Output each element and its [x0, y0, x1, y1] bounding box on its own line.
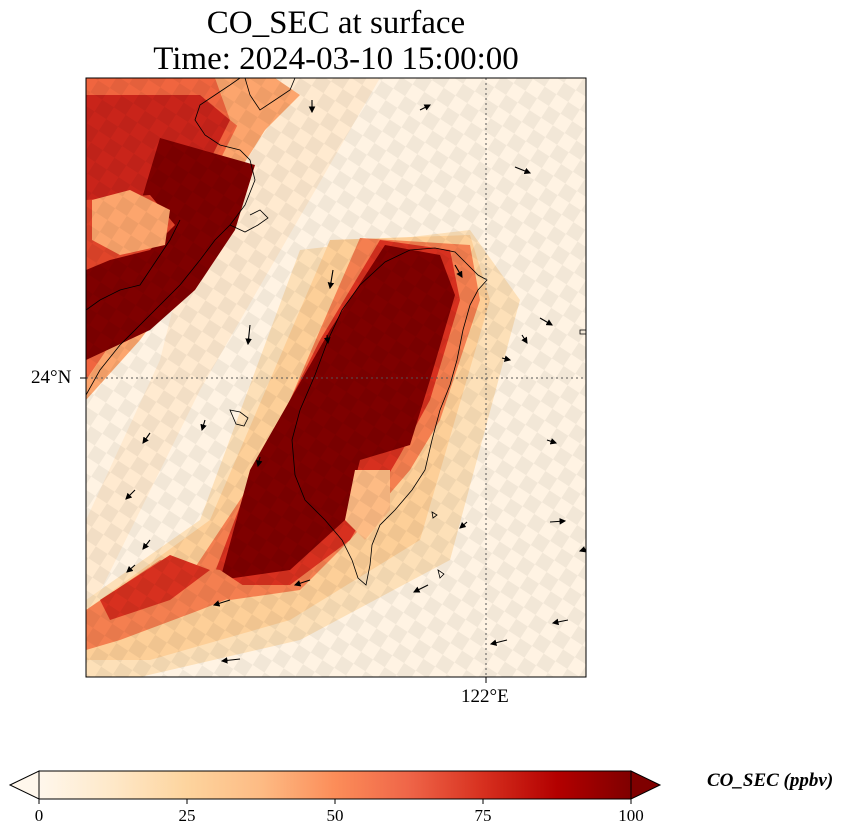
colorbar-tick-label: 75 — [474, 806, 492, 825]
colorbar-extend-high — [630, 770, 662, 800]
colorbar-tick-label: 50 — [326, 806, 344, 825]
colorbar-ticks — [38, 799, 632, 804]
colorbar-tick-label: 0 — [34, 806, 44, 825]
colorbar-tick-label: 100 — [618, 806, 644, 825]
map-panel — [80, 77, 587, 683]
map-subtitle: Time: 2024-03-10 15:00:00 — [153, 41, 519, 77]
colorbar-extend-low — [8, 770, 40, 800]
wind-vectors — [125, 100, 587, 664]
longitude-label: 122°E — [461, 686, 509, 707]
latitude-label: 24°N — [31, 367, 72, 388]
colorbar-units-label: CO_SEC (ppbv) — [707, 770, 834, 791]
colorbar-gradient — [39, 771, 631, 799]
gridlines — [86, 78, 586, 677]
colorbar-tick-label: 25 — [178, 806, 196, 825]
map-title: CO_SEC at surface — [206, 5, 466, 41]
coastline — [86, 78, 586, 586]
concentration-field — [86, 78, 586, 677]
